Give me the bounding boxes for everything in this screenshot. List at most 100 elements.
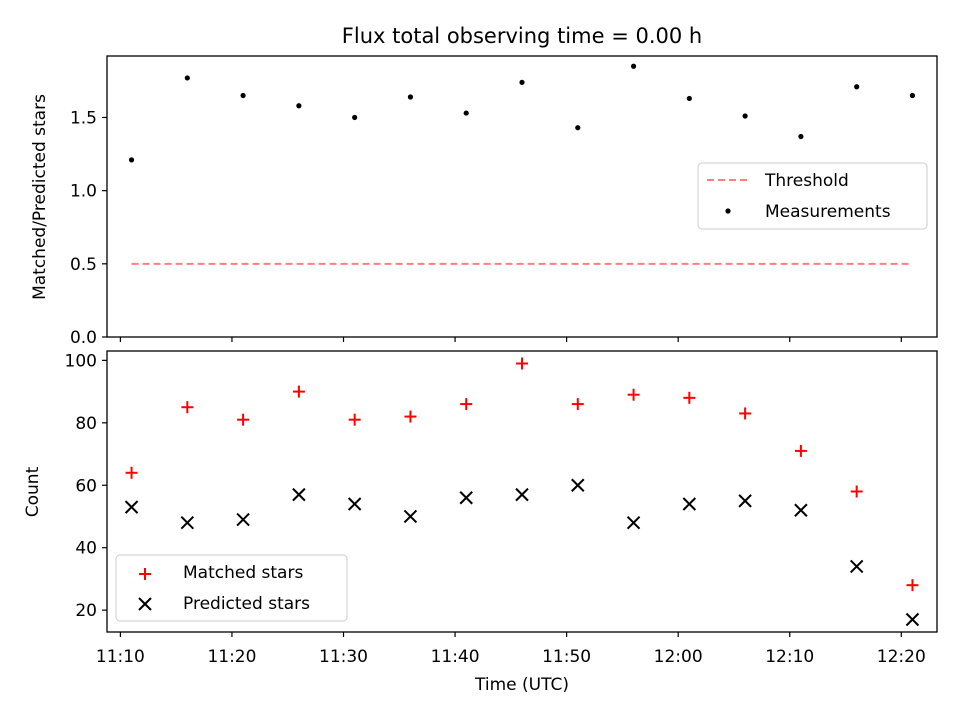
matched-star-point — [794, 444, 807, 457]
matched-star-point — [460, 398, 473, 411]
measurement-point — [630, 63, 637, 69]
predicted-marker-b — [682, 497, 697, 511]
matched-star-point — [850, 485, 863, 498]
bottom-x-tick-label: 11:40 — [431, 647, 480, 667]
bottom-y-axis-label: Count — [23, 466, 43, 517]
matched-star-point — [571, 398, 584, 411]
bottom-y-tick-label: 40 — [75, 539, 97, 559]
predicted-marker-b — [738, 494, 752, 508]
matched-star-point — [906, 579, 919, 592]
bottom-x-ticks: 11:10 11:20 11:30 11:40 11:50 12:00 12:10 12:20 — [96, 632, 926, 667]
bottom-y-tick-label: 80 — [75, 414, 97, 434]
measurement-point — [296, 103, 302, 109]
top-x-ticks — [119, 337, 902, 342]
predicted-marker-b — [347, 497, 362, 511]
measurement-point — [407, 94, 414, 100]
matched-star-point — [683, 391, 696, 404]
predicted-star-point — [626, 516, 641, 530]
predicted-marker-b — [403, 509, 418, 524]
measurement-point — [909, 92, 916, 99]
matched-star-point — [181, 401, 194, 414]
bottom-legend: Matched stars Predicted stars — [115, 554, 348, 622]
predicted-star-point — [292, 487, 306, 502]
measurement-point — [128, 157, 135, 163]
predicted-marker-b — [626, 516, 641, 530]
predicted-star-point — [682, 497, 697, 511]
top-panel: Flux total observing time = 0.00 h Match… — [30, 24, 938, 348]
bottom-y-tick-label: 60 — [75, 476, 97, 496]
top-y-tick-label: 1.0 — [70, 182, 97, 202]
top-y-tick-label: 0.5 — [70, 255, 97, 275]
predicted-star-point — [905, 612, 920, 627]
legend-predicted-label: Predicted stars — [183, 594, 310, 614]
predicted-marker-b — [124, 500, 139, 514]
predicted-star-point — [347, 497, 362, 511]
bottom-x-axis-label: Time (UTC) — [474, 675, 569, 695]
bottom-x-tick-label: 12:00 — [654, 647, 703, 667]
predicted-marker-b — [459, 491, 473, 505]
measurement-point — [798, 133, 804, 140]
legend-predicted-swatch — [138, 597, 152, 611]
measurement-point — [519, 79, 525, 85]
bottom-y-tick-label: 20 — [75, 601, 97, 621]
legend-measurements-swatch — [725, 208, 731, 214]
bottom-x-tick-label: 11:10 — [96, 647, 145, 667]
measurement-point — [184, 75, 190, 81]
legend-measurements-label: Measurements — [765, 202, 891, 222]
predicted-star-point — [571, 478, 585, 492]
predicted-star-point — [794, 503, 808, 517]
predicted-star-point — [459, 491, 473, 505]
top-y-ticks: 0.0 0.5 1.0 1.5 — [70, 108, 107, 348]
top-legend: Threshold Measurements — [697, 162, 928, 230]
bottom-series — [124, 357, 920, 627]
bottom-axes-frame — [106, 350, 938, 633]
bottom-y-tick-label: 100 — [65, 351, 97, 371]
bottom-x-tick-label: 12:10 — [765, 647, 814, 667]
predicted-marker-b — [292, 487, 306, 502]
matched-star-point — [627, 388, 640, 401]
legend-matched-swatch — [139, 568, 151, 580]
bottom-panel: Count Time (UTC) 20 40 60 80 100 11:10 11:20 1… — [23, 350, 938, 695]
predicted-marker-b — [515, 487, 529, 502]
bottom-x-tick-label: 11:50 — [542, 647, 591, 667]
measurement-point — [575, 125, 581, 131]
measurement-point — [742, 113, 748, 119]
legend-threshold-label: Threshold — [764, 171, 849, 191]
predicted-star-point — [849, 559, 864, 574]
measurement-point — [240, 92, 246, 99]
predicted-star-point — [236, 512, 250, 527]
predicted-star-point — [124, 500, 139, 514]
bottom-y-ticks: 20 40 60 80 100 — [65, 351, 107, 621]
top-legend-box — [697, 162, 928, 230]
bottom-legend-box — [115, 554, 348, 622]
bottom-x-tick-label: 11:30 — [319, 647, 368, 667]
predicted-marker-b — [180, 516, 195, 530]
matched-star-point — [348, 413, 361, 426]
predicted-star-point — [180, 516, 195, 530]
matched-star-point — [292, 385, 305, 398]
measurement-point — [463, 110, 469, 116]
matched-star-point — [237, 413, 250, 426]
top-axes-frame — [106, 55, 938, 338]
top-y-tick-label: 0.0 — [70, 328, 97, 348]
predicted-marker-b — [236, 512, 250, 527]
measurement-point — [854, 84, 860, 90]
predicted-marker-b — [794, 503, 808, 517]
measurement-point — [352, 114, 358, 121]
matched-star-point — [739, 407, 752, 420]
predicted-star-point — [403, 509, 418, 524]
matched-star-point — [404, 410, 417, 423]
legend-matched-label: Matched stars — [183, 563, 303, 583]
top-y-tick-label: 1.5 — [70, 108, 97, 128]
matched-star-point — [516, 357, 528, 370]
predicted-marker-b — [905, 612, 920, 627]
matched-star-point — [125, 466, 138, 479]
top-chart-title: Flux total observing time = 0.00 h — [342, 24, 702, 48]
measurement-point — [686, 95, 692, 102]
predicted-marker-b — [849, 559, 864, 574]
top-series — [128, 63, 916, 265]
bottom-x-tick-label: 11:20 — [207, 647, 256, 667]
predicted-star-point — [515, 487, 529, 502]
predicted-star-point — [738, 494, 752, 508]
